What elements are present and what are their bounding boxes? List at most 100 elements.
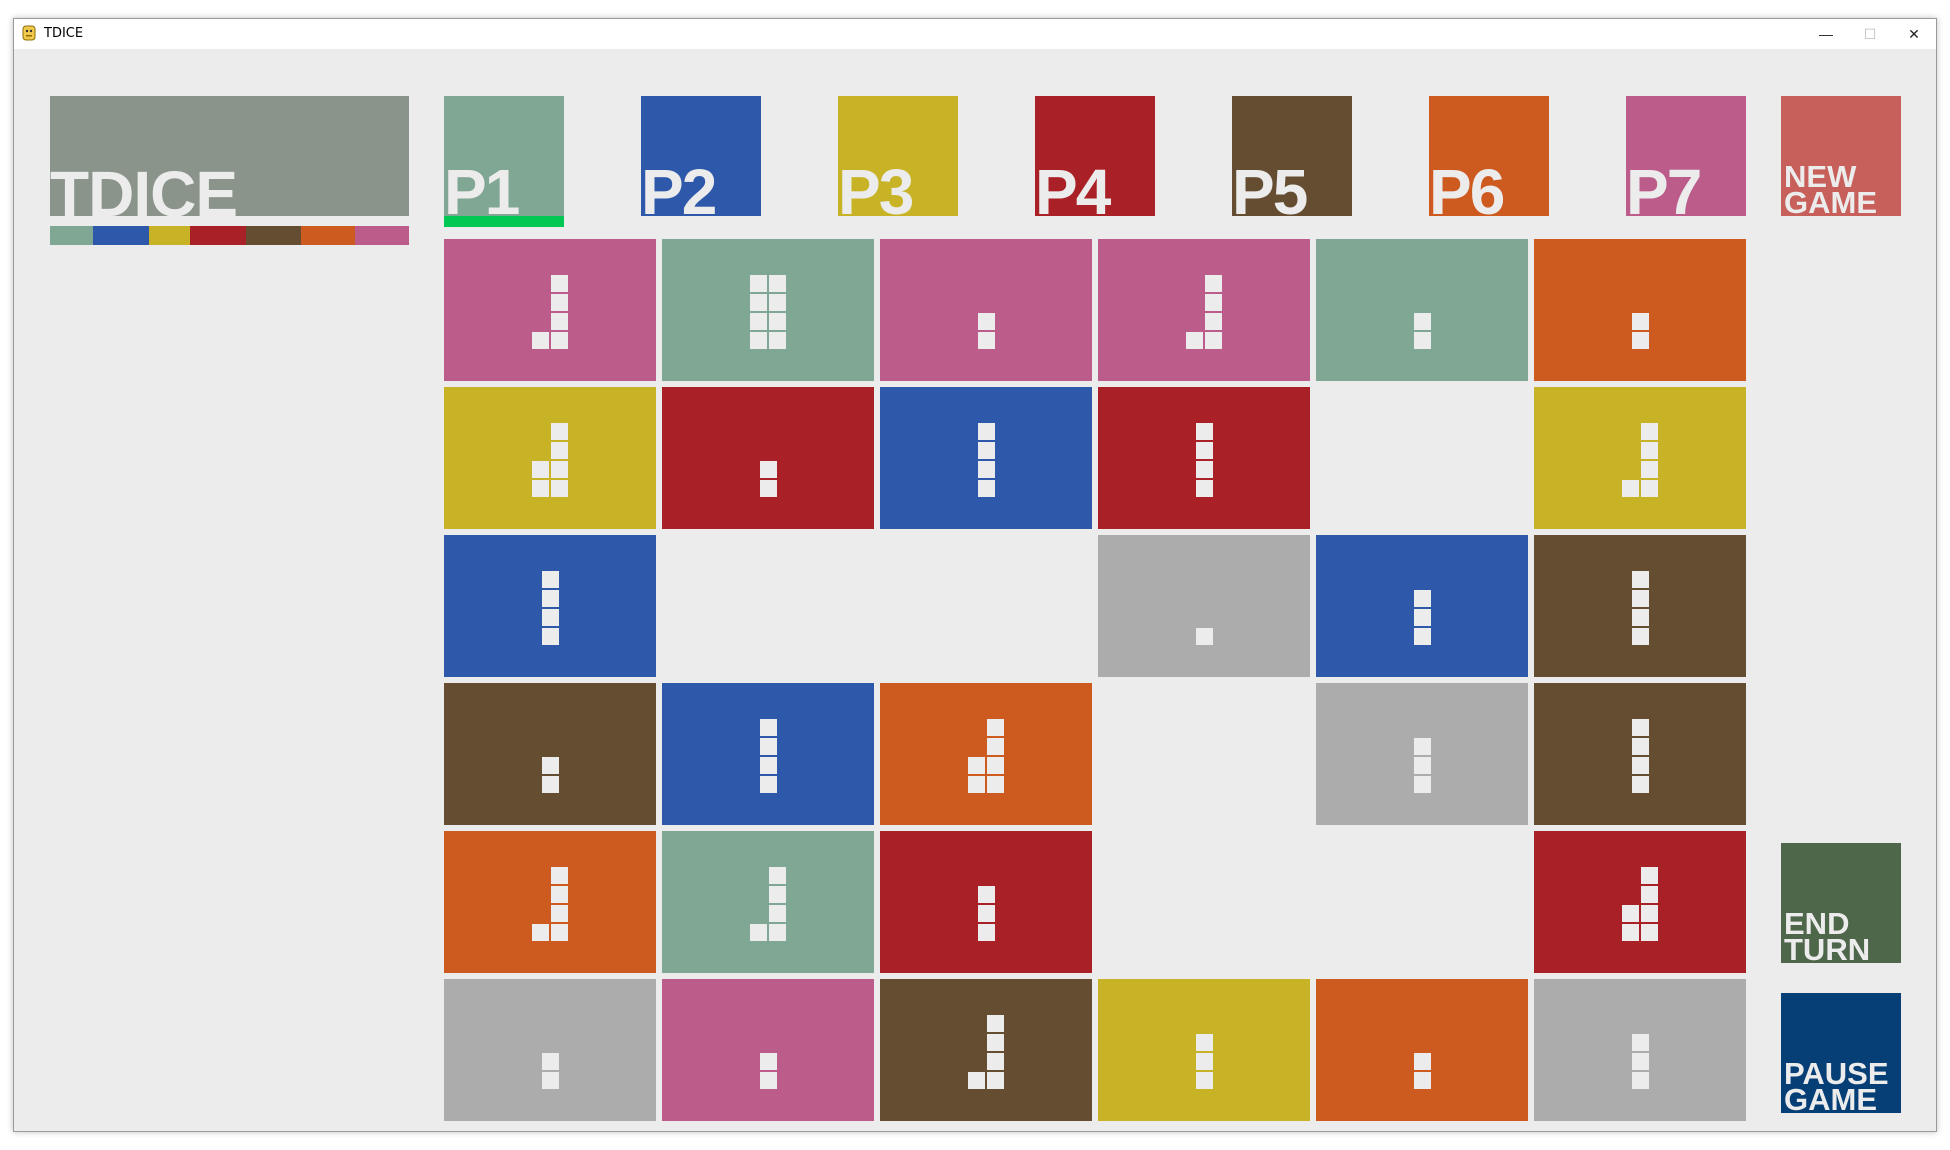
territory-cell[interactable] [1316,683,1528,825]
die-pip [1195,628,1213,645]
territory-cell[interactable] [662,387,874,529]
player-tile-p6: P6 [1429,96,1549,216]
player-tile-p4: P4 [1035,96,1155,216]
player-label: P2 [641,156,717,216]
territory-cell[interactable] [1098,535,1310,677]
die-pip [1631,590,1649,607]
player-tile-p5: P5 [1232,96,1352,216]
die-pip [987,1034,1004,1051]
window-title: TDICE [44,26,84,41]
die-pip [1205,275,1222,292]
die-pip [1413,590,1431,607]
python-app-icon [22,25,36,41]
die-pip [532,924,549,941]
die-pip [1631,1072,1649,1089]
die-pip [551,886,568,903]
die-pip [1631,757,1649,774]
die-pip [759,1072,777,1089]
new-game-label: NEW GAME [1784,159,1877,216]
territory-cell[interactable] [444,535,656,677]
die-pip [541,609,559,626]
player-label: P7 [1626,156,1702,216]
territory-cell[interactable] [444,239,656,381]
territory-cell[interactable] [1534,535,1746,677]
die-pip [987,776,1004,793]
die-pip [1631,1053,1649,1070]
die-pip [1641,461,1658,478]
die-pip [1195,1034,1213,1051]
die-pip [551,461,568,478]
die-pip [1186,332,1203,349]
die-pip [759,757,777,774]
close-button[interactable]: ✕ [1908,25,1920,42]
die-pip [769,275,786,292]
die-pip [541,590,559,607]
territory-cell[interactable] [1534,387,1746,529]
app-window: TDICE — ☐ ✕ TDICE P1 P2 P3 P4 P5 P6 P7 NEW GAM… [13,18,1937,1132]
territory-cell[interactable] [880,683,1092,825]
die-pip [759,1053,777,1070]
territory-cell[interactable] [662,239,874,381]
die-pip [551,294,568,311]
maximize-button[interactable]: ☐ [1863,25,1877,42]
minimize-button[interactable]: — [1819,26,1833,42]
die-pip [1413,1053,1431,1070]
territory-cell[interactable] [880,979,1092,1121]
territory-cell[interactable] [1316,979,1528,1121]
territory-cell[interactable] [1534,831,1746,973]
die-pip [1195,480,1213,497]
die-pip [968,757,985,774]
territory-cell[interactable] [662,683,874,825]
territory-cell[interactable] [880,239,1092,381]
die-pip [1631,738,1649,755]
territory-cell[interactable] [444,683,656,825]
pause-game-button[interactable]: PAUSE GAME [1781,993,1901,1113]
game-area: TDICE P1 P2 P3 P4 P5 P6 P7 NEW GAME END TURN P… [14,49,1936,1131]
player-label: P1 [444,156,520,216]
territory-cell[interactable] [1098,387,1310,529]
die-pip [769,313,786,330]
die-pip [977,423,995,440]
die-pip [750,275,767,292]
die-pip [1631,313,1649,330]
game-logo: TDICE [50,96,409,226]
die-pip [1631,1034,1649,1051]
die-pip [750,332,767,349]
territory-segment-p7 [355,226,409,245]
territory-cell[interactable] [662,831,874,973]
territory-segment-p4 [190,226,246,245]
territory-cell[interactable] [662,979,874,1121]
die-pip [551,313,568,330]
die-pip [977,461,995,478]
die-pip [987,1015,1004,1032]
territory-cell[interactable] [1098,239,1310,381]
die-pip [1622,924,1639,941]
die-pip [750,294,767,311]
territory-cell[interactable] [1534,239,1746,381]
territory-cell[interactable] [1534,979,1746,1121]
die-pip [541,571,559,588]
player-tile-p3: P3 [838,96,958,216]
new-game-button[interactable]: NEW GAME [1781,96,1901,216]
territory-cell[interactable] [1316,535,1528,677]
die-pip [987,757,1004,774]
player-label: P3 [838,156,914,216]
die-pip [532,480,549,497]
die-pip [551,275,568,292]
die-pip [1641,886,1658,903]
end-turn-button[interactable]: END TURN [1781,843,1901,963]
die-pip [977,480,995,497]
territory-cell[interactable] [880,387,1092,529]
die-pip [1631,609,1649,626]
territory-cell[interactable] [444,387,656,529]
territory-cell[interactable] [1534,683,1746,825]
die-pip [551,867,568,884]
die-pip [1205,294,1222,311]
territory-cell[interactable] [1316,239,1528,381]
die-pip [750,924,767,941]
territory-cell[interactable] [880,831,1092,973]
territory-cell[interactable] [444,979,656,1121]
territory-cell[interactable] [444,831,656,973]
die-pip [1413,757,1431,774]
territory-cell[interactable] [1098,979,1310,1121]
